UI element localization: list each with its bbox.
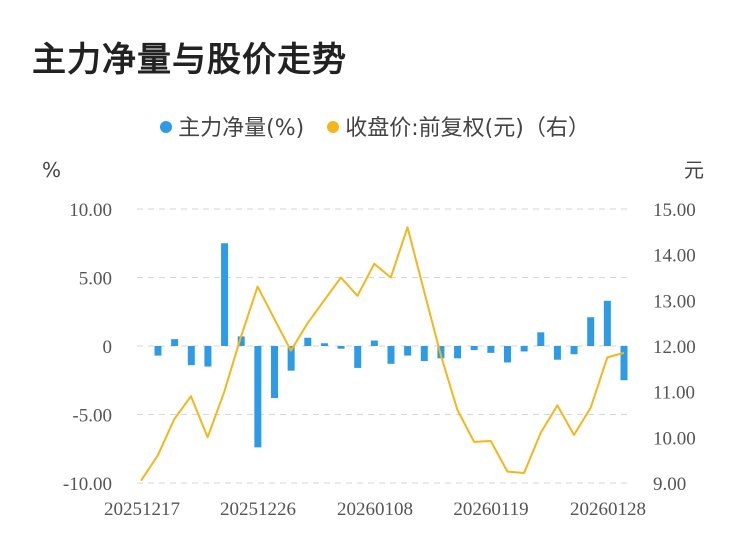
bar (187, 346, 195, 366)
y-right-tick-label: 13.00 (653, 291, 696, 312)
y-right-tick-label: 10.00 (653, 428, 696, 449)
bar (171, 339, 179, 346)
y-left-tick-label: -10.00 (63, 474, 112, 495)
bar (504, 346, 511, 363)
y-left-tick-label: 0 (103, 337, 113, 358)
bar (603, 300, 611, 346)
bar (404, 346, 412, 356)
bar-series (154, 243, 628, 448)
y-right-tick-label: 9.00 (653, 474, 686, 495)
bar (537, 332, 545, 346)
x-tick-label: 20260108 (337, 499, 413, 520)
chart-title: 主力净量与股价走势 (32, 40, 347, 80)
bar (337, 346, 345, 349)
legend-line-marker (327, 121, 340, 133)
bar (553, 346, 561, 360)
legend-item-line[interactable]: 收盘价:前复权(元)（右） (327, 110, 590, 142)
bar (470, 346, 478, 351)
bar (354, 346, 362, 368)
x-tick-label: 20260128 (570, 499, 646, 520)
x-tick-label: 20251226 (220, 499, 296, 520)
bar (237, 336, 245, 346)
bar (454, 346, 462, 359)
y-left-tick-label: -5.00 (72, 406, 112, 427)
y-right-tick-label: 14.00 (653, 246, 696, 267)
bar (370, 340, 378, 346)
y-right-tick-label: 12.00 (653, 337, 696, 358)
legend-bar-marker (160, 121, 173, 133)
bar (420, 346, 428, 362)
x-tick-label: 20251217 (104, 499, 180, 520)
bar (221, 243, 229, 346)
legend: 主力净量(%) 收盘价:前复权(元)（右） (0, 110, 750, 142)
price-line (140, 226, 625, 482)
y-right-tick-label: 11.00 (653, 383, 695, 404)
legend-item-bar[interactable]: 主力净量(%) (160, 110, 304, 142)
bar (204, 346, 212, 367)
line-series (140, 226, 625, 482)
bar (271, 346, 278, 399)
bar (587, 317, 595, 346)
bar (570, 346, 578, 355)
bar (487, 346, 495, 353)
bar (387, 346, 395, 364)
y-left-tick-label: 10.00 (69, 200, 112, 221)
gridlines (137, 208, 628, 484)
bar (304, 337, 312, 346)
y-left-tick-label: 5.00 (79, 269, 112, 290)
x-tick-label: 20260119 (453, 499, 528, 520)
y-right-unit: 元 (684, 158, 704, 182)
bar (520, 346, 528, 352)
legend-line-label: 收盘价:前复权(元)（右） (345, 116, 590, 141)
axis-labels: 10.00 5.00 0 -5.00 -10.00 15.00 14.00 13.00 12.0… (42, 158, 704, 520)
y-right-tick-label: 15.00 (653, 200, 696, 221)
bar (287, 346, 295, 371)
y-left-unit: % (42, 158, 61, 182)
bar (254, 346, 262, 448)
bar (154, 346, 162, 356)
bar (620, 346, 628, 381)
legend-bar-label: 主力净量(%) (178, 116, 305, 141)
bar (320, 343, 328, 346)
